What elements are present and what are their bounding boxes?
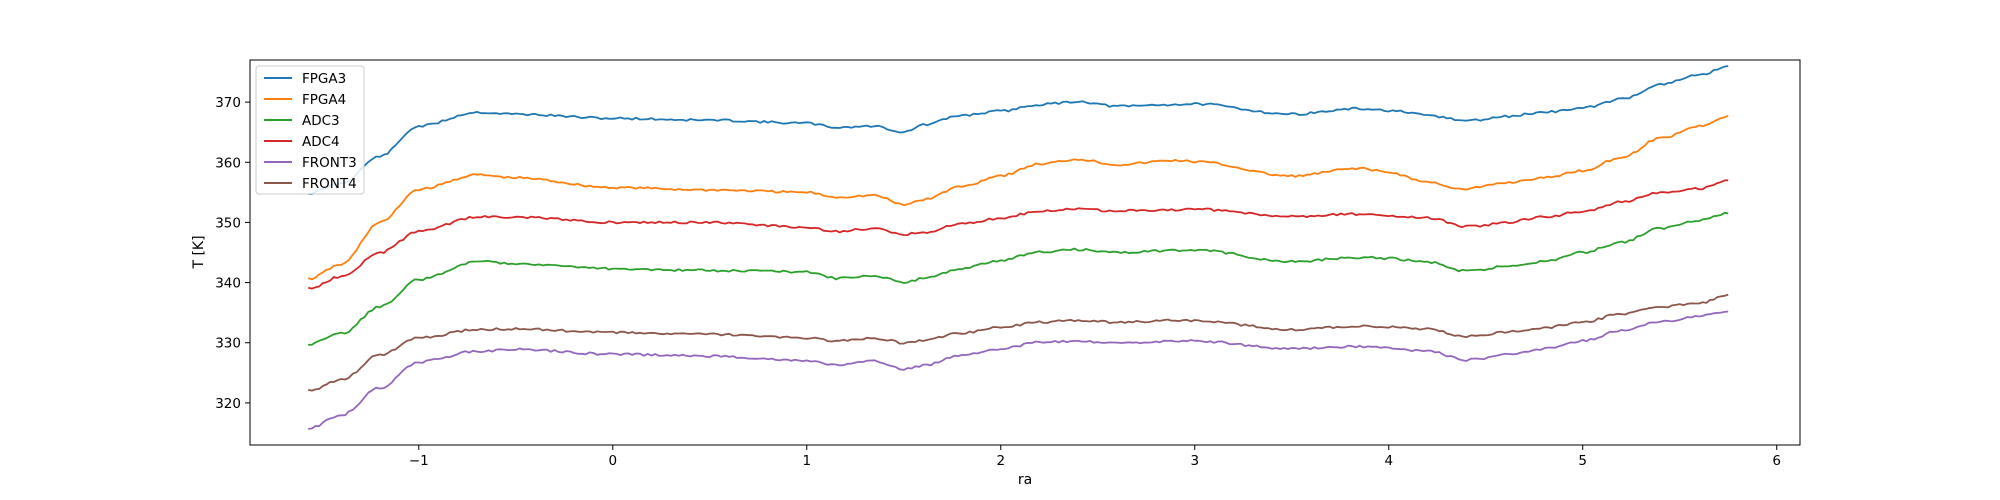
x-axis: −1 0 1 2 3 4 5 6 [409, 445, 1781, 469]
series-line-front3 [308, 310, 1729, 430]
legend-label: FPGA4 [302, 92, 346, 108]
series-line-fpga3 [308, 65, 1729, 196]
y-tick-label: 350 [215, 215, 241, 231]
x-tick-label: 6 [1772, 453, 1781, 469]
plot-frame [249, 59, 1801, 446]
y-tick-label: 320 [215, 396, 241, 412]
x-axis-label: ra [1018, 472, 1032, 488]
legend-label: FRONT3 [302, 155, 357, 171]
y-tick-label: 370 [215, 95, 241, 111]
y-axis: 320 330 340 350 360 370 [215, 95, 250, 412]
y-axis-label: T [K] [191, 235, 207, 269]
legend-label: FPGA3 [302, 71, 346, 87]
x-tick-label: 3 [1190, 453, 1199, 469]
legend-label: ADC3 [302, 113, 340, 129]
series-line-front4 [308, 293, 1729, 392]
series-line-fpga4 [307, 115, 1729, 281]
x-tick-label: 4 [1384, 453, 1393, 469]
y-tick-label: 340 [215, 276, 241, 292]
x-tick-label: 0 [608, 453, 617, 469]
series-line-adc3 [308, 211, 1729, 346]
series-layer [307, 65, 1729, 430]
legend: FPGA3 FPGA4 ADC3 ADC4 FRONT3 FRONT4 [255, 65, 365, 195]
series-line-adc4 [307, 179, 1729, 290]
y-tick-label: 330 [215, 336, 241, 352]
y-tick-label: 360 [215, 155, 241, 171]
x-tick-label: −1 [409, 453, 429, 469]
legend-label: FRONT4 [302, 176, 357, 192]
x-tick-label: 5 [1578, 453, 1587, 469]
legend-label: ADC4 [302, 134, 340, 150]
x-tick-label: 1 [802, 453, 811, 469]
x-tick-label: 2 [996, 453, 1005, 469]
